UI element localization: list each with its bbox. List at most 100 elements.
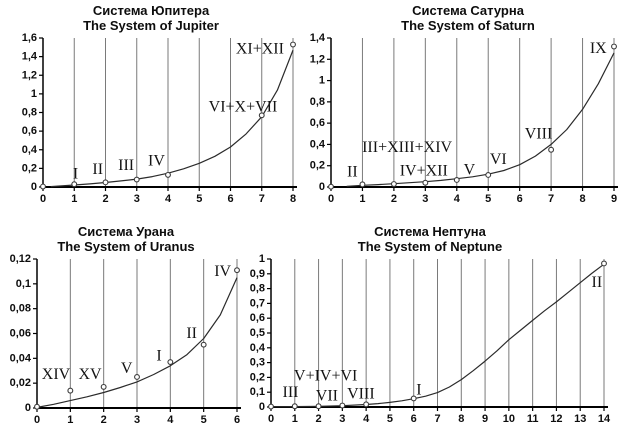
fit-curve: [50, 49, 294, 188]
y-tick-label: 1,2: [310, 53, 325, 65]
satellite-label: III: [118, 157, 134, 174]
x-tick-label: 5: [485, 193, 491, 205]
satellite-point: [67, 387, 74, 394]
satellite-point: [611, 43, 617, 50]
satellite-label: V: [121, 360, 133, 377]
satellite-label: I: [416, 381, 421, 398]
y-tick-label: 0,02: [10, 377, 31, 389]
y-tick-label: 1: [259, 253, 265, 265]
chart-title-uranus: Система Урана The System of Uranus: [16, 224, 236, 254]
x-tick-label: 3: [134, 414, 140, 426]
satellite-point: [200, 341, 207, 348]
satellite-label: VI+X+VII: [209, 98, 278, 115]
x-tick-label: 4: [363, 413, 370, 425]
x-tick-label: 10: [503, 413, 515, 425]
y-tick-label: 0,06: [10, 328, 31, 340]
y-tick-label: 1: [31, 88, 37, 100]
x-tick-label: 4: [167, 414, 174, 426]
y-tick-label: 0,4: [22, 144, 38, 156]
y-tick-label: 1: [319, 75, 325, 87]
satellite-point: [363, 401, 370, 408]
satellite-label: IV+XII: [400, 163, 448, 180]
satellite-label: XIV: [42, 366, 71, 383]
chart-saturn: Система Сатурна The System of Saturn 0 0,…: [310, 0, 637, 222]
satellite-point: [268, 403, 274, 410]
satellite-label: IV: [214, 263, 231, 280]
satellite-point: [71, 181, 78, 188]
x-tick-label: 4: [454, 193, 461, 205]
x-tick-label: 12: [550, 413, 562, 425]
x-tick-label: 9: [482, 413, 488, 425]
chart-title-ru: Система Сатурна: [412, 3, 524, 18]
satellite-label: VIII: [347, 385, 375, 402]
satellite-label: VIII: [525, 125, 553, 142]
y-tick-label: 0,2: [22, 162, 37, 174]
x-tick-label: 0: [40, 193, 46, 205]
x-tick-label: 0: [328, 193, 334, 205]
satellite-label: I: [156, 347, 161, 364]
x-tick-label: 7: [548, 193, 554, 205]
satellite-point: [548, 146, 555, 153]
x-tick-label: 5: [196, 193, 202, 205]
y-tick-label: 0,2: [250, 371, 265, 383]
y-tick-label: 0,4: [310, 138, 326, 150]
satellite-point: [290, 41, 296, 48]
x-tick-label: 14: [598, 413, 611, 425]
y-tick-label: 0: [319, 181, 325, 193]
x-tick-label: 7: [434, 413, 440, 425]
y-tick-label: 0,12: [10, 253, 31, 265]
satellite-point: [410, 395, 417, 402]
x-tick-label: 7: [259, 193, 265, 205]
chart-title-saturn: Система Сатурна The System of Saturn: [358, 3, 578, 33]
x-tick-label: 6: [517, 193, 523, 205]
y-tick-label: 0: [31, 181, 37, 193]
satellite-label: II: [186, 325, 197, 342]
satellite-point: [134, 374, 140, 380]
satellite-point: [422, 179, 429, 186]
satellite-label: VI: [490, 151, 507, 168]
satellite-label: III+XIII+XIV: [362, 139, 452, 156]
x-tick-label: 8: [579, 193, 585, 205]
y-tick-label: 0,4: [250, 342, 266, 354]
y-tick-label: 0,2: [310, 160, 325, 172]
y-tick-label: 0,6: [22, 125, 37, 137]
plot-area-jupiter: 00,20,40,60,811,21,41,60 1 2 3 4 5 6 7 8I II III IV…: [22, 32, 297, 205]
satellite-point: [133, 176, 140, 183]
satellite-label: I: [73, 165, 78, 182]
y-tick-label: 0,8: [310, 96, 325, 108]
x-tick-label: 9: [611, 193, 617, 205]
satellite-point: [167, 359, 174, 366]
x-tick-label: 2: [102, 193, 108, 205]
satellite-label: XV: [78, 366, 102, 383]
satellite-point: [291, 403, 298, 410]
satellite-point: [315, 403, 322, 410]
satellite-point: [40, 183, 46, 190]
x-tick-label: 3: [134, 193, 140, 205]
satellite-label: IX: [590, 40, 607, 57]
x-tick-label: 1: [67, 414, 73, 426]
y-tick-label: 0: [259, 401, 265, 413]
y-tick-label: 0,6: [250, 312, 265, 324]
x-tick-label: 0: [268, 413, 274, 425]
plot-area-saturn: 0 0,2 0,4 0,6 0,8 1 1,2 1,4 0 1 2 3 4 5 6 7 8 9 IIIII+XIII…: [310, 32, 618, 205]
satellite-point: [165, 171, 171, 178]
x-tick-label: 2: [101, 414, 107, 426]
x-tick-label: 8: [290, 193, 296, 205]
satellite-label: VII: [316, 388, 338, 405]
x-tick-label: 1: [71, 193, 77, 205]
x-tick-label: 5: [387, 413, 393, 425]
satellite-point: [390, 181, 397, 187]
satellite-point: [258, 112, 265, 119]
chart-uranus: Система Урана The System of Uranus 0 0,02…: [0, 222, 241, 443]
x-tick-label: 1: [359, 193, 365, 205]
x-tick-label: 3: [422, 193, 428, 205]
x-tick-label: 5: [201, 414, 207, 426]
chart-title-jupiter: Система Юпитера The System of Jupiter: [41, 3, 261, 33]
satellite-point: [601, 260, 607, 267]
satellite-label: XI+XII: [236, 41, 284, 58]
y-tick-label: 0,8: [22, 107, 37, 119]
x-tick-label: 6: [227, 193, 233, 205]
satellite-point: [339, 402, 346, 409]
